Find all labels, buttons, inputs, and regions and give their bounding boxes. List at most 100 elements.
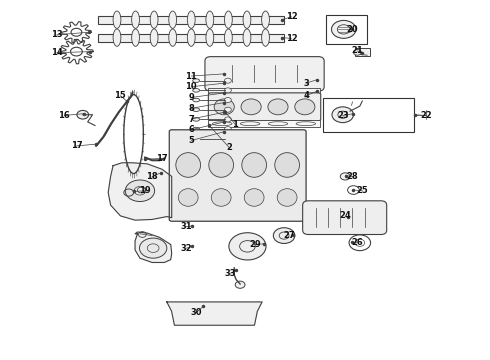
Ellipse shape [224, 11, 232, 28]
Circle shape [224, 107, 231, 112]
FancyBboxPatch shape [205, 57, 324, 91]
Circle shape [331, 21, 356, 39]
Text: 11: 11 [185, 72, 197, 81]
Ellipse shape [211, 189, 231, 206]
Polygon shape [135, 232, 172, 262]
Ellipse shape [193, 108, 199, 112]
Text: 5: 5 [188, 136, 194, 145]
Circle shape [224, 117, 231, 122]
Circle shape [125, 180, 155, 202]
Text: 30: 30 [191, 308, 202, 317]
Circle shape [224, 127, 231, 132]
Ellipse shape [113, 11, 121, 28]
Circle shape [353, 49, 361, 55]
FancyBboxPatch shape [303, 201, 387, 234]
Ellipse shape [275, 153, 299, 177]
Text: 33: 33 [224, 269, 236, 278]
Circle shape [224, 98, 231, 103]
Ellipse shape [262, 11, 270, 28]
Ellipse shape [193, 89, 199, 92]
Text: 1: 1 [232, 120, 238, 129]
Ellipse shape [193, 79, 199, 82]
Ellipse shape [243, 29, 251, 46]
Ellipse shape [295, 99, 315, 115]
Text: 10: 10 [185, 82, 197, 91]
Bar [208, 121, 320, 127]
Text: 26: 26 [351, 238, 363, 247]
Ellipse shape [224, 29, 232, 46]
Text: 21: 21 [351, 46, 363, 55]
Text: 18: 18 [147, 172, 158, 181]
Bar [326, 15, 367, 44]
Ellipse shape [132, 11, 140, 28]
Text: 31: 31 [180, 222, 192, 231]
Text: 8: 8 [188, 104, 194, 113]
Ellipse shape [268, 99, 288, 115]
Ellipse shape [187, 11, 195, 28]
Ellipse shape [132, 29, 140, 46]
Text: 7: 7 [188, 114, 194, 123]
Ellipse shape [193, 118, 199, 121]
Ellipse shape [262, 29, 270, 46]
Text: 20: 20 [347, 25, 358, 34]
Circle shape [138, 187, 146, 193]
Polygon shape [108, 163, 172, 220]
Bar [98, 16, 284, 24]
Text: 2: 2 [226, 143, 232, 152]
Text: 4: 4 [303, 91, 309, 100]
Ellipse shape [241, 99, 261, 115]
Text: 12: 12 [286, 34, 297, 43]
Ellipse shape [193, 137, 199, 140]
Text: 9: 9 [188, 93, 194, 102]
Circle shape [224, 78, 231, 83]
Text: 14: 14 [51, 48, 63, 57]
Circle shape [224, 136, 231, 141]
Text: 25: 25 [356, 186, 368, 195]
Ellipse shape [245, 189, 264, 206]
Ellipse shape [209, 153, 234, 177]
Ellipse shape [193, 98, 199, 102]
Bar [98, 34, 284, 41]
FancyBboxPatch shape [208, 93, 321, 121]
Bar [355, 48, 370, 56]
Text: 24: 24 [339, 211, 351, 220]
Circle shape [77, 111, 89, 119]
Circle shape [340, 173, 350, 180]
Text: 15: 15 [115, 91, 126, 100]
Text: 29: 29 [249, 240, 261, 249]
Circle shape [224, 88, 231, 93]
Polygon shape [167, 302, 262, 325]
Ellipse shape [277, 189, 297, 206]
Text: 32: 32 [180, 244, 192, 253]
Text: 3: 3 [303, 79, 309, 88]
Text: 22: 22 [420, 111, 432, 120]
Ellipse shape [242, 153, 267, 177]
Circle shape [140, 238, 167, 258]
Circle shape [229, 233, 266, 260]
Ellipse shape [206, 11, 214, 28]
Ellipse shape [214, 99, 234, 115]
Text: 23: 23 [337, 111, 348, 120]
Circle shape [332, 107, 353, 123]
Ellipse shape [176, 153, 200, 177]
Text: 17: 17 [71, 141, 82, 150]
Circle shape [273, 228, 295, 243]
Bar [323, 98, 414, 132]
Text: 13: 13 [51, 30, 63, 39]
Ellipse shape [206, 29, 214, 46]
Ellipse shape [150, 29, 158, 46]
Text: 6: 6 [188, 125, 194, 134]
Ellipse shape [187, 29, 195, 46]
Text: 27: 27 [283, 231, 295, 240]
Text: 16: 16 [58, 111, 70, 120]
Ellipse shape [193, 127, 199, 131]
Ellipse shape [169, 29, 176, 46]
Bar [208, 88, 320, 93]
Text: 12: 12 [286, 12, 297, 21]
Text: 17: 17 [156, 154, 168, 163]
Text: 28: 28 [347, 172, 358, 181]
Circle shape [235, 281, 245, 288]
Ellipse shape [178, 189, 198, 206]
Ellipse shape [150, 11, 158, 28]
Ellipse shape [243, 11, 251, 28]
